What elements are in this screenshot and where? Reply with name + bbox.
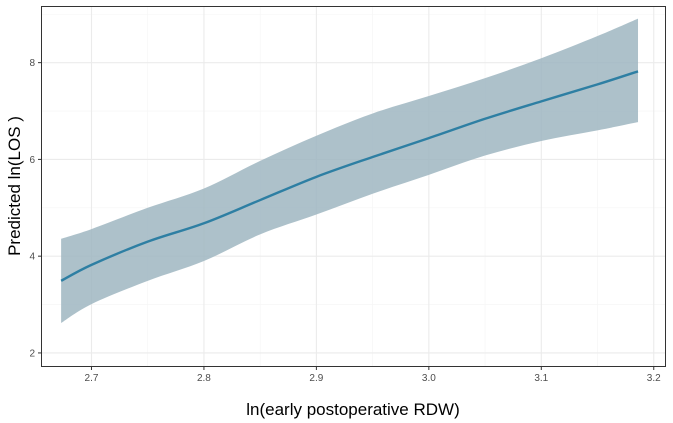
y-tick-label: 2 <box>29 348 35 359</box>
y-tick-label: 4 <box>29 252 35 263</box>
x-tick-label: 2.8 <box>197 373 211 384</box>
y-axis-title: Predicted ln(LOS ) <box>5 116 24 256</box>
x-tick-label: 3.0 <box>422 373 436 384</box>
x-tick-label: 3.1 <box>534 373 548 384</box>
y-tick-label: 8 <box>29 58 35 69</box>
x-tick-label: 3.2 <box>647 373 661 384</box>
x-tick-label: 2.9 <box>309 373 323 384</box>
y-tick-label: 6 <box>29 155 35 166</box>
fit-line-layer <box>60 70 639 282</box>
x-axis-title: ln(early postoperative RDW) <box>246 400 460 419</box>
confidence-band <box>61 18 639 323</box>
confidence-band-layer <box>61 18 639 323</box>
fit-line <box>60 70 639 282</box>
panel-border <box>41 6 666 367</box>
x-tick-label: 2.7 <box>85 373 99 384</box>
axis-layer: 2.7 2.8 2.9 3.0 3.1 3.2 2 4 6 8 <box>29 58 661 384</box>
